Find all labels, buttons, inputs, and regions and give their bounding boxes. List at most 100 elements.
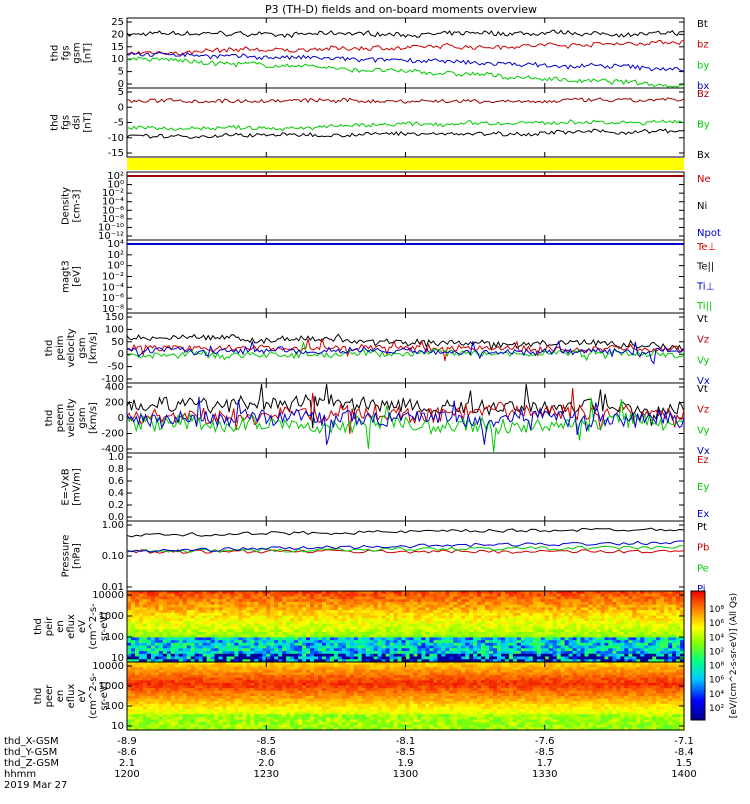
axis-label: [nT] [83,112,94,132]
y-tick-label: 100 [105,632,124,643]
legend-label-by: by [697,60,709,71]
axis-label: E=-VxB [61,468,72,505]
y-tick-label: 5 [118,87,124,98]
axis-label: Pressure [61,535,72,578]
quality-flag-bar [127,158,684,170]
plot-title: P3 (TH-D) fields and on-board moments ov… [265,3,537,16]
series-line-by [127,57,684,87]
y-tick-label: 10² [107,250,124,261]
legend-label-Pt: Pt [697,522,707,533]
axis-label: [km/s] [88,332,99,364]
legend-label-Vy: Vy [697,425,710,436]
y-tick-label: 0 [118,349,124,360]
y-tick-label: 0.2 [108,500,124,511]
y-tick-label: 0.6 [108,476,124,487]
legend-label: Ez [697,455,709,466]
legend-label-Pb: Pb [697,543,709,554]
y-tick-label: -50 [108,362,124,373]
axis-label: thd [33,618,44,635]
series-line-bz [127,40,684,55]
axis-label: peir [44,616,55,636]
legend-label-Vz: Vz [697,405,709,416]
series-line-Pt [127,528,684,537]
axis-label: eV [77,620,88,633]
y-tick-label: 50 [111,337,124,348]
series-line-Bt [127,30,684,37]
y-tick-label: 0.8 [108,464,124,475]
panel-frame [127,172,684,240]
axis-label: gsm [77,407,88,428]
legend-label-Bx: Bx [697,150,710,161]
legend-label: Ti|| [696,301,712,312]
y-tick-label: 100 [105,324,124,335]
legend-label: Ti⊥ [696,281,714,292]
y-tick-label: 10⁴ [107,239,124,250]
y-tick-label: 10⁻⁶ [102,293,124,304]
y-tick-label: 10⁻² [102,272,124,283]
legend-label: Npot [697,228,721,239]
legend-label-By: By [697,120,710,131]
axis-label: [mV/m] [72,468,83,506]
panel-frame [127,18,684,88]
axis-label: velocity [66,398,77,437]
y-tick-label: 400 [105,382,124,393]
series-line-Vx [127,397,684,445]
legend-label: Ey [697,482,709,493]
y-tick-label: 10⁻⁴ [102,282,124,293]
legend-label-Bz: Bz [697,89,709,100]
axis-label: thd [44,340,55,357]
axis-label: thd [44,410,55,427]
y-tick-label: 5 [118,67,124,78]
axis-label: dsl [72,115,83,129]
axis-label: [nT] [83,43,94,63]
legend-label-Vt: Vt [697,384,708,395]
axis-label: en [55,620,66,633]
axis-label: fgs [61,45,72,60]
y-tick-label: 0 [118,102,124,113]
axis-label: thd [50,114,61,131]
legend-label-Vz: Vz [697,335,709,346]
y-tick-label: -10 [108,133,124,144]
axis-label: [nPa] [72,543,83,569]
legend-label-bz: bz [697,40,709,51]
y-tick-label: 15 [111,42,124,53]
axis-label: gsm [72,42,83,63]
y-tick-label: -200 [101,429,124,440]
axis-label: [km/s] [88,402,99,434]
y-tick-label: -15 [108,148,124,159]
axis-label: peem [55,404,66,432]
panel-frame [127,240,684,313]
y-tick-label: 1.00 [102,520,124,531]
series-line-By [127,120,684,131]
axis-label: eflux [66,614,77,639]
axis-label: [eV] [72,266,83,287]
y-tick-label: 10 [111,54,124,65]
y-tick-label: 0 [118,413,124,424]
series-line-Bx [127,129,684,138]
y-tick-label: -5 [114,118,124,129]
axis-label: [cm-3] [72,189,83,222]
legend-label: Te⊥ [696,242,716,253]
legend-label-Bt: Bt [697,19,708,30]
panel-frame [127,453,684,521]
series-line-Bz [127,98,684,104]
y-tick-label: 200 [105,398,124,409]
axis-label: fgs [61,115,72,130]
legend-label: Te|| [696,262,714,273]
axis-label: magt3 [61,260,72,293]
legend-label-Vy: Vy [697,355,710,366]
y-tick-label: 0.10 [102,551,124,562]
y-tick-label: 10000 [92,590,124,601]
legend-label-Vt: Vt [697,314,708,325]
y-tick-label: 0.4 [108,488,124,499]
legend-label: Ne [697,174,711,185]
y-tick-label: 10⁰ [107,261,124,272]
axis-label: gsm [77,337,88,358]
y-tick-label: 25 [111,17,124,28]
axis-label: Density [61,187,72,225]
axis-label: velocity [66,328,77,367]
y-tick-label: 20 [111,29,124,40]
axis-label: thd [50,45,61,62]
